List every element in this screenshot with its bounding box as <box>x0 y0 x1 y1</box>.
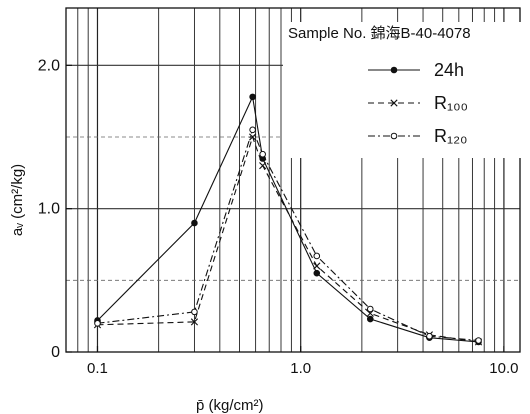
legend-entry-1: R₁₀₀ <box>368 93 468 113</box>
legend-entries: 24h R₁₀₀ R₁₂₀ <box>368 60 468 146</box>
y-tick-label: 0 <box>51 344 60 361</box>
tick-layer: 0.1 1.0 10.0 0 1.0 2.0 <box>38 57 519 377</box>
data-point <box>259 150 266 158</box>
data-point <box>475 337 482 344</box>
data-point <box>191 219 198 227</box>
data-point <box>249 133 257 141</box>
series-line <box>97 135 479 343</box>
series-1 <box>93 133 483 346</box>
data-point <box>313 269 321 277</box>
legend-label: R₁₀₀ <box>434 93 468 113</box>
legend-entry-0: 24h <box>368 60 464 80</box>
x-axis-label: p̄ (kg/cm²) <box>196 397 264 414</box>
series-line <box>97 95 479 343</box>
y-tick-label: 2.0 <box>38 57 60 74</box>
y-axis-label: aᵥ (cm²/kg) <box>9 164 26 236</box>
data-point <box>249 126 256 134</box>
data-point <box>366 305 374 313</box>
plot-frame <box>65 7 521 353</box>
y-tick-label: 1.0 <box>38 201 60 218</box>
data-point <box>94 320 101 327</box>
data-point <box>313 262 321 270</box>
x-marker-stroke <box>190 318 199 326</box>
sample-label: Sample No. 錦海B-40-4078 <box>288 25 471 42</box>
legend-marker <box>390 99 398 107</box>
x-tick-label: 10.0 <box>489 360 518 377</box>
legend-marker <box>390 66 398 74</box>
x-marker-stroke <box>313 262 321 270</box>
legend-entry-2: R₁₂₀ <box>368 126 468 146</box>
legend-label: R₁₂₀ <box>434 126 468 146</box>
data-point <box>249 93 256 101</box>
legend-box <box>283 22 529 158</box>
series-layer <box>93 93 483 346</box>
x-tick-label: 0.1 <box>87 360 108 377</box>
x-marker-stroke <box>390 99 398 107</box>
data-point <box>190 318 199 326</box>
data-point <box>191 308 198 316</box>
data-point <box>426 332 433 340</box>
x-tick-label: 1.0 <box>290 360 311 377</box>
legend-marker <box>390 132 398 140</box>
data-point <box>259 162 267 170</box>
x-marker-stroke <box>259 162 267 170</box>
data-point <box>313 252 321 260</box>
data-point <box>366 315 374 323</box>
legend-label: 24h <box>434 60 464 80</box>
series-2 <box>94 126 482 344</box>
series-line <box>97 128 479 342</box>
x-marker-stroke <box>249 133 257 141</box>
